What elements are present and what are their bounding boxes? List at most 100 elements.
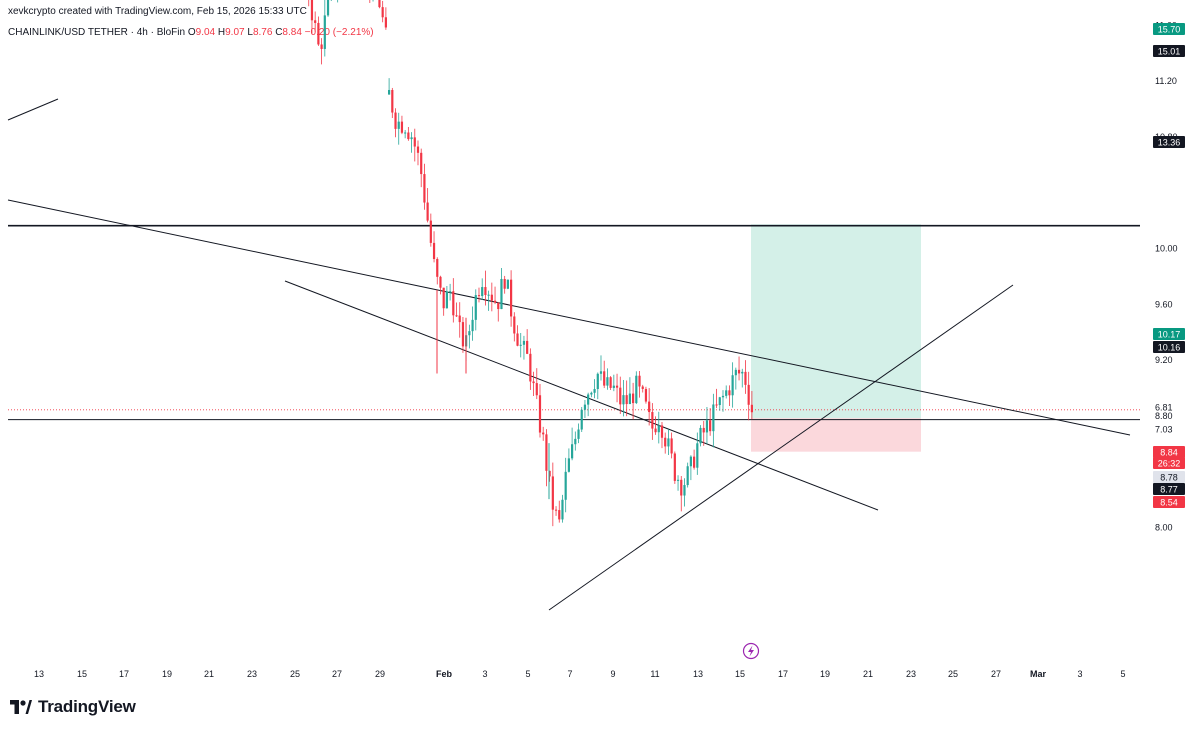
candle: [449, 283, 452, 301]
x-axis-tick-label: 25: [290, 669, 300, 679]
candle-body: [548, 470, 551, 477]
candle-body: [702, 427, 705, 433]
candle-body: [619, 387, 622, 405]
price-label: 8.84: [1153, 446, 1185, 458]
candle-body: [506, 279, 509, 289]
price-label-text: 15.01: [1158, 46, 1181, 56]
x-axis-tick-label: Feb: [436, 669, 453, 679]
x-axis-tick-label: 23: [906, 669, 916, 679]
candle: [323, 0, 326, 57]
x-axis-tick-label: 15: [77, 669, 87, 679]
candle: [596, 372, 599, 400]
candle: [326, 0, 330, 17]
candle-body: [744, 371, 747, 385]
candle: [436, 257, 439, 285]
trendline[interactable]: [548, 284, 1014, 611]
candle-body: [571, 444, 574, 459]
candle: [667, 429, 670, 456]
candle: [388, 78, 391, 95]
y-axis-tick-label: 9.20: [1155, 355, 1173, 365]
candle: [571, 427, 574, 461]
candle: [429, 213, 432, 247]
candle-body: [638, 375, 641, 387]
candle-body: [667, 438, 670, 447]
candle-body: [397, 121, 400, 129]
candle-body: [404, 132, 407, 134]
candle-body: [641, 386, 644, 389]
candle-body: [561, 499, 564, 520]
open-label: O: [187, 27, 196, 38]
candle-body: [510, 279, 513, 317]
trendline[interactable]: [7, 98, 59, 121]
candle: [477, 287, 481, 303]
candle-body: [516, 333, 519, 346]
candle-body: [709, 420, 712, 432]
y-axis-tick-label: 9.60: [1155, 299, 1173, 309]
candle-body: [432, 242, 436, 259]
x-axis-tick-label: 15: [735, 669, 745, 679]
price-label-bg: [1153, 457, 1185, 469]
price-label-text: 15.70: [1158, 24, 1181, 34]
candle-body: [449, 291, 452, 293]
candle-body: [487, 294, 490, 296]
candle: [452, 278, 455, 323]
candle-body: [445, 291, 448, 309]
candle-body: [381, 7, 384, 18]
candle-body: [699, 427, 702, 444]
trendline[interactable]: [284, 280, 879, 511]
candle: [609, 376, 612, 391]
candle-body: [747, 384, 750, 405]
candle: [529, 348, 532, 390]
candle-body: [583, 404, 587, 410]
candle: [535, 368, 538, 400]
candle: [583, 400, 587, 418]
candle: [750, 391, 753, 420]
candle: [615, 373, 619, 403]
candle-body: [503, 278, 506, 289]
target-zone[interactable]: [751, 224, 921, 419]
candle-body: [593, 389, 596, 393]
candle-body: [429, 220, 432, 243]
candle-body: [461, 322, 465, 347]
candle: [397, 112, 400, 145]
candle: [657, 411, 660, 444]
candle: [721, 390, 725, 412]
candle-body: [606, 377, 609, 386]
candle: [638, 371, 641, 398]
x-axis-tick-label: 5: [1120, 669, 1125, 679]
price-label-bg: [1153, 496, 1185, 508]
price-label-bg: [1153, 483, 1185, 495]
candle-body: [718, 397, 721, 406]
x-axis-tick-label: 29: [375, 669, 385, 679]
symbol-name[interactable]: CHAINLINK/USD TETHER · 4h · BloFin: [8, 27, 186, 38]
candle-body: [416, 146, 420, 153]
x-axis-tick-label: 7: [567, 669, 572, 679]
candle-body: [644, 388, 648, 402]
candle-body: [532, 381, 535, 384]
candle: [420, 148, 423, 188]
price-label-bg: [1153, 471, 1185, 483]
trendline[interactable]: [7, 199, 1131, 436]
price-label: 15.01: [1153, 45, 1185, 57]
candle-body: [452, 291, 455, 316]
price-label: 8.77: [1153, 483, 1185, 495]
open-value: 9.04: [195, 27, 216, 38]
x-axis-tick-label: 21: [204, 669, 214, 679]
candle: [526, 329, 529, 355]
candle-body: [497, 302, 500, 310]
stop-zone[interactable]: [751, 418, 921, 452]
candle: [676, 475, 680, 491]
candle: [490, 282, 493, 312]
candle-body: [741, 371, 744, 374]
candle: [705, 406, 709, 445]
candle: [519, 332, 522, 358]
candle: [554, 506, 558, 516]
candle-body: [407, 132, 410, 140]
candle: [474, 289, 477, 331]
lightning-icon[interactable]: [742, 642, 760, 660]
candle: [628, 377, 631, 405]
candle-body: [587, 394, 590, 405]
candle: [660, 422, 664, 449]
price-label: 10.16: [1153, 341, 1185, 353]
